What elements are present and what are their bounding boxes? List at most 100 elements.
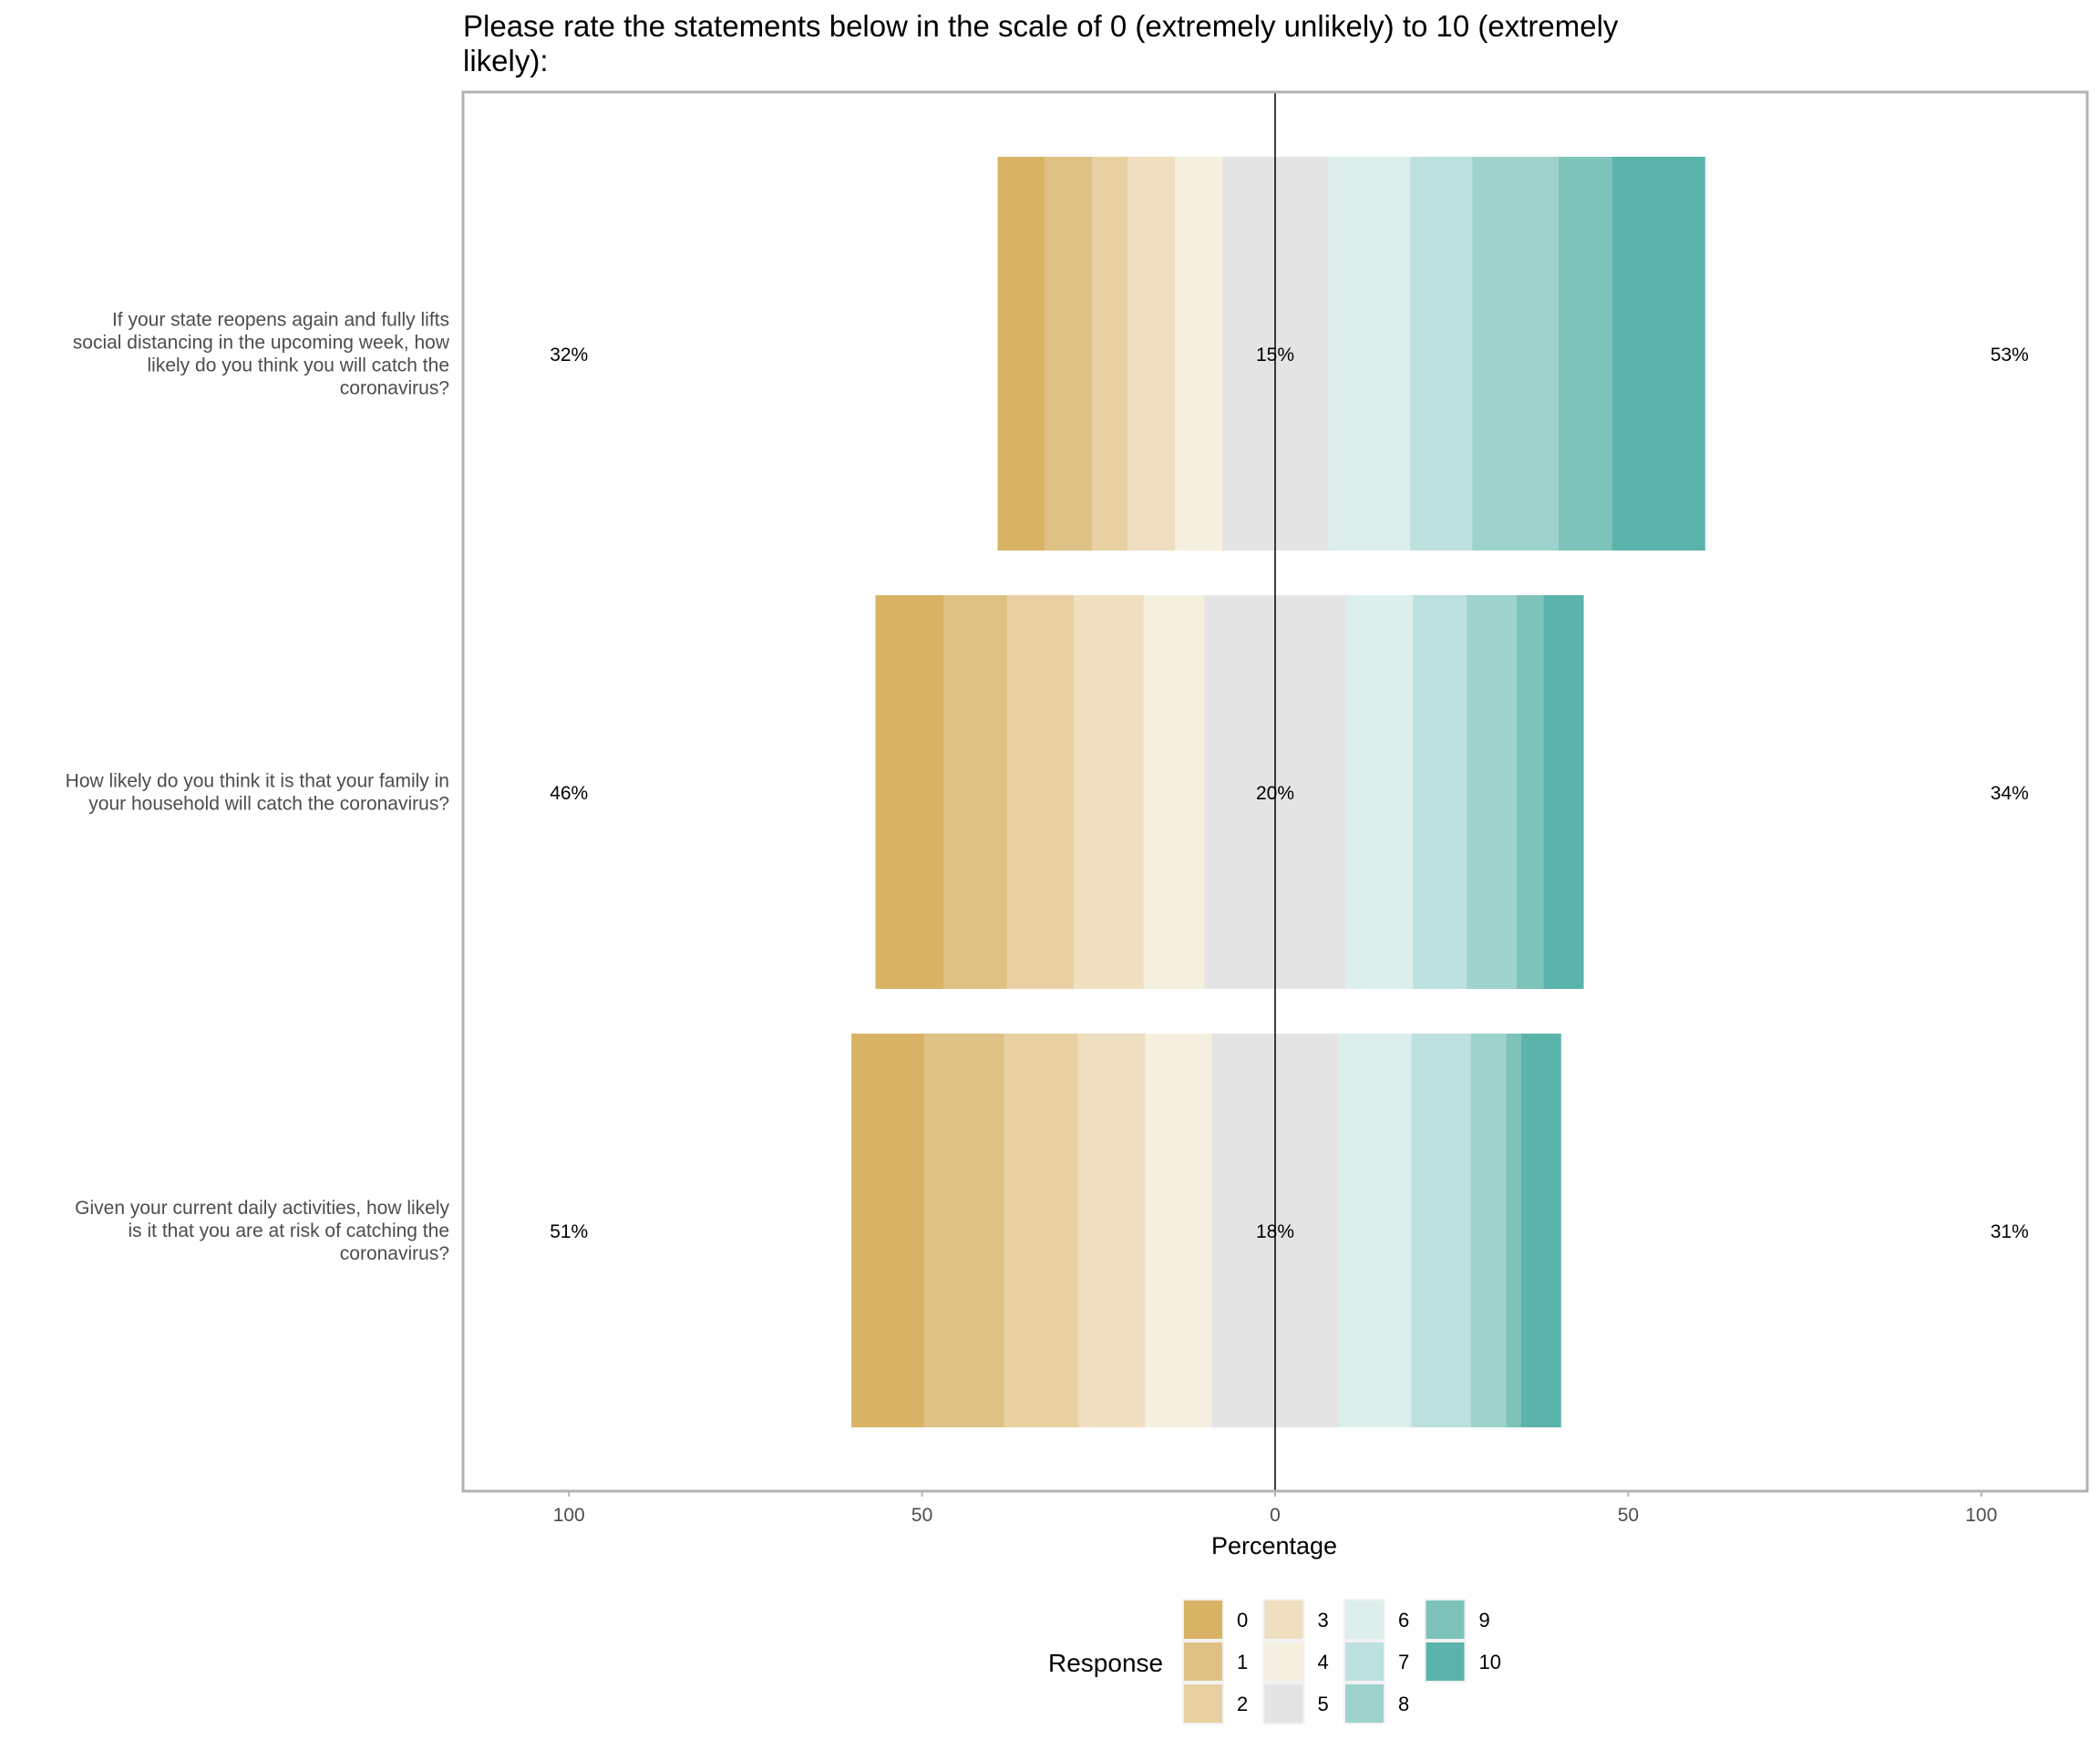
bar-segment-1 xyxy=(1045,157,1093,551)
percent-label-neutral: 20% xyxy=(1256,783,1294,804)
legend-item: 6 xyxy=(1343,1599,1409,1641)
legend-label: 10 xyxy=(1479,1651,1501,1673)
bar-segment-2 xyxy=(1004,1034,1078,1427)
percent-label-high: 34% xyxy=(1991,783,2029,804)
chart-title-line-1: Please rate the statements below in the … xyxy=(463,9,1619,43)
percent-label-neutral: 15% xyxy=(1256,345,1294,365)
bar-segment-10 xyxy=(1520,1034,1561,1427)
percent-label-low: 32% xyxy=(550,345,588,365)
y-axis-label-line: Given your current daily activities, how… xyxy=(75,1198,449,1219)
bar-segment-6 xyxy=(1338,1034,1412,1427)
legend-swatch xyxy=(1426,1601,1465,1639)
percent-label-high: 53% xyxy=(1991,345,2029,365)
bar-segment-9 xyxy=(1506,1034,1521,1427)
legend-swatch xyxy=(1264,1642,1303,1681)
legend-swatch xyxy=(1345,1684,1384,1723)
bar-segment-3 xyxy=(1127,157,1175,551)
percent-label-low: 46% xyxy=(550,783,588,804)
legend-swatch xyxy=(1184,1684,1222,1723)
legend-label: 0 xyxy=(1237,1609,1248,1632)
bar-segment-4 xyxy=(1174,157,1222,551)
bar-row xyxy=(875,595,1584,989)
x-axis-label: Percentage xyxy=(1211,1532,1337,1560)
legend-swatch xyxy=(1264,1601,1303,1639)
x-tick-label: 0 xyxy=(1270,1505,1281,1526)
legend-label: 6 xyxy=(1398,1609,1409,1632)
bar-segment-4 xyxy=(1143,595,1205,989)
percent-label-neutral: 18% xyxy=(1256,1221,1294,1242)
bar-segment-6 xyxy=(1328,157,1410,551)
legend-label: 1 xyxy=(1237,1651,1248,1673)
bar-segment-1 xyxy=(923,1034,1004,1427)
y-axis-label-line: is it that you are at risk of catching t… xyxy=(128,1220,449,1241)
bar-row xyxy=(851,1034,1561,1427)
bar-segment-8 xyxy=(1472,157,1559,551)
bar-segment-2 xyxy=(1092,157,1128,551)
legend-swatch xyxy=(1184,1601,1222,1639)
bar-segment-7 xyxy=(1409,157,1473,551)
chart-title-line-2: likely): xyxy=(463,44,549,77)
x-tick-label: 50 xyxy=(1618,1505,1639,1526)
x-axis-ticks: 100 50 0 50 100 xyxy=(553,1491,1997,1526)
legend-label: 9 xyxy=(1479,1609,1490,1632)
y-axis-labels: If your state reopens again and fully li… xyxy=(66,310,450,1265)
legend-item: 4 xyxy=(1262,1641,1329,1683)
y-axis-label-line: How likely do you think it is that your … xyxy=(66,771,449,792)
bar-row xyxy=(997,157,1705,551)
y-axis-label-line: social distancing in the upcoming week, … xyxy=(73,333,450,354)
legend-swatch xyxy=(1345,1601,1384,1639)
bar-segment-8 xyxy=(1470,1034,1507,1427)
y-axis-label: If your state reopens again and fully li… xyxy=(73,310,450,399)
bar-segment-2 xyxy=(1007,595,1075,989)
y-axis-label-line: likely do you think you will catch the xyxy=(148,355,450,376)
x-tick-label: 100 xyxy=(1965,1505,1997,1526)
y-axis-label-line: coronavirus? xyxy=(340,1243,449,1264)
legend-item: 7 xyxy=(1343,1641,1409,1683)
bar-segment-3 xyxy=(1077,1034,1146,1427)
legend-label: 4 xyxy=(1318,1651,1329,1673)
legend-label: 8 xyxy=(1398,1693,1409,1715)
legend-label: 3 xyxy=(1318,1609,1329,1632)
legend-label: 5 xyxy=(1318,1693,1329,1715)
legend-item: 0 xyxy=(1182,1599,1248,1641)
legend-swatch xyxy=(1184,1642,1222,1681)
legend-item: 3 xyxy=(1262,1599,1329,1641)
percent-labels: 32% 15% 53% 46% 20% 34% 51% 18% 31% xyxy=(550,345,2029,1242)
bar-segment-0 xyxy=(997,157,1045,551)
bar-segment-1 xyxy=(943,595,1008,989)
bar-segment-7 xyxy=(1413,595,1467,989)
chart-title: Please rate the statements below in the … xyxy=(463,9,1619,77)
bar-segment-9 xyxy=(1558,157,1612,551)
bar-segment-10 xyxy=(1611,157,1705,551)
y-axis-label-line: your household will catch the coronaviru… xyxy=(88,794,449,815)
bar-segment-4 xyxy=(1145,1034,1212,1427)
legend-swatch xyxy=(1426,1642,1465,1681)
legend-item: 8 xyxy=(1343,1683,1409,1724)
legend-item: 10 xyxy=(1424,1641,1501,1683)
legend-swatch xyxy=(1264,1684,1303,1723)
legend-label: 2 xyxy=(1237,1693,1248,1715)
legend-item: 2 xyxy=(1182,1683,1248,1724)
legend-item: 5 xyxy=(1262,1683,1329,1724)
legend-item: 1 xyxy=(1182,1641,1248,1683)
legend-item: 9 xyxy=(1424,1599,1490,1641)
bar-segment-0 xyxy=(851,1034,924,1427)
percent-label-high: 31% xyxy=(1991,1221,2029,1242)
y-axis-label-line: If your state reopens again and fully li… xyxy=(112,310,449,331)
x-tick-label: 50 xyxy=(911,1505,932,1526)
bar-segment-6 xyxy=(1345,595,1414,989)
percent-label-low: 51% xyxy=(550,1221,588,1242)
y-axis-label-line: coronavirus? xyxy=(340,378,449,399)
legend-title: Response xyxy=(1048,1649,1163,1677)
legend: Response 0 1 2 3 4 5 6 7 8 9 10 xyxy=(1048,1599,1501,1724)
bar-segment-9 xyxy=(1516,595,1544,989)
bar-segment-0 xyxy=(875,595,944,989)
bar-segment-8 xyxy=(1466,595,1517,989)
legend-label: 7 xyxy=(1398,1651,1409,1673)
bar-segment-3 xyxy=(1074,595,1144,989)
bars-layer xyxy=(851,157,1705,1427)
y-axis-label: How likely do you think it is that your … xyxy=(66,771,449,815)
bar-segment-10 xyxy=(1543,595,1584,989)
legend-swatch xyxy=(1345,1642,1384,1681)
